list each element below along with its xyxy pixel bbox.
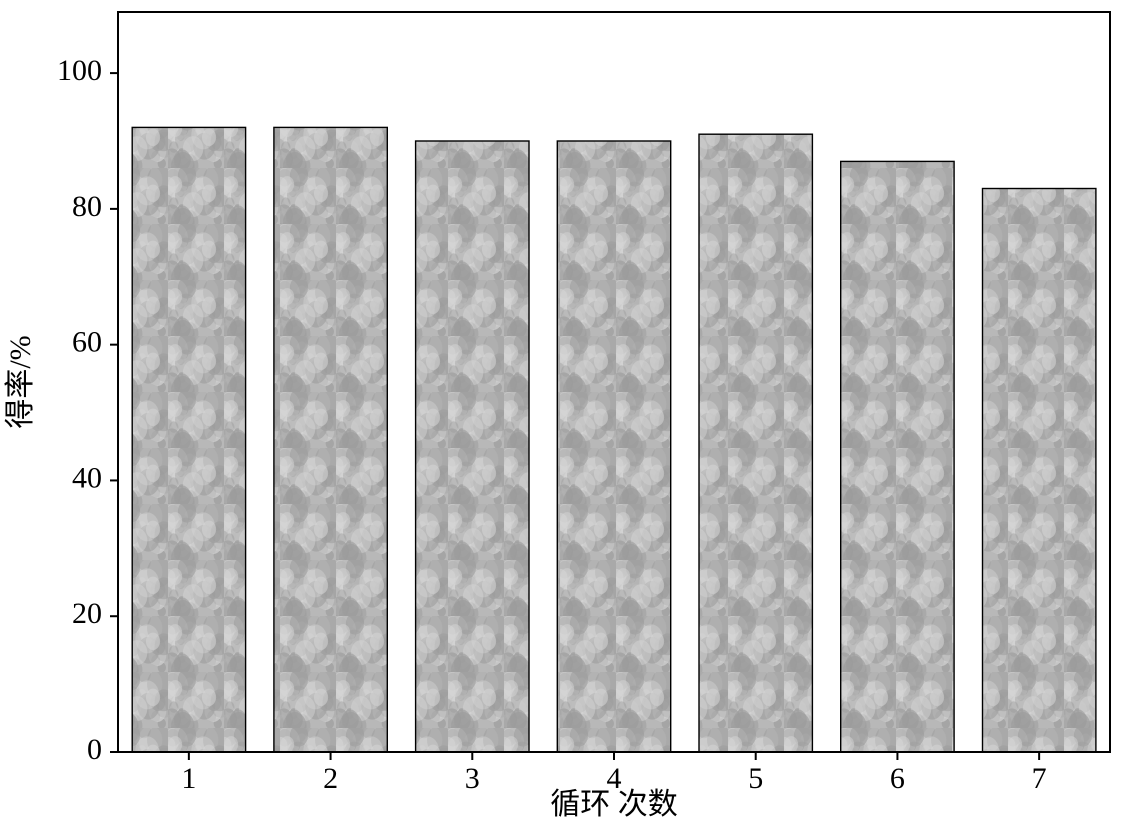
y-tick-label: 100 [57, 54, 102, 87]
x-axis-label: 循环 次数 [550, 788, 678, 817]
y-tick-label: 80 [72, 190, 102, 223]
y-tick-label: 40 [72, 461, 102, 494]
bar [416, 141, 529, 752]
bar [274, 127, 387, 752]
bar-chart: 0204060801001234567得率/%循环 次数 [0, 0, 1136, 817]
y-tick-label: 20 [72, 597, 102, 630]
bar [983, 189, 1096, 753]
y-tick-label: 0 [87, 733, 102, 766]
y-tick-label: 60 [72, 326, 102, 359]
bar [132, 127, 245, 752]
y-axis-label: 得率/% [4, 335, 37, 428]
x-tick-label: 7 [1032, 762, 1047, 795]
x-tick-label: 6 [890, 762, 905, 795]
bar [557, 141, 670, 752]
bar [699, 134, 812, 752]
x-tick-label: 3 [465, 762, 480, 795]
chart-svg: 0204060801001234567得率/%循环 次数 [0, 0, 1136, 817]
x-tick-label: 2 [323, 762, 338, 795]
x-tick-label: 1 [181, 762, 196, 795]
y-axis: 0 20 40 60 80 100 [57, 54, 118, 766]
bars-group [132, 127, 1096, 752]
bar [841, 161, 954, 752]
x-tick-label: 5 [748, 762, 763, 795]
